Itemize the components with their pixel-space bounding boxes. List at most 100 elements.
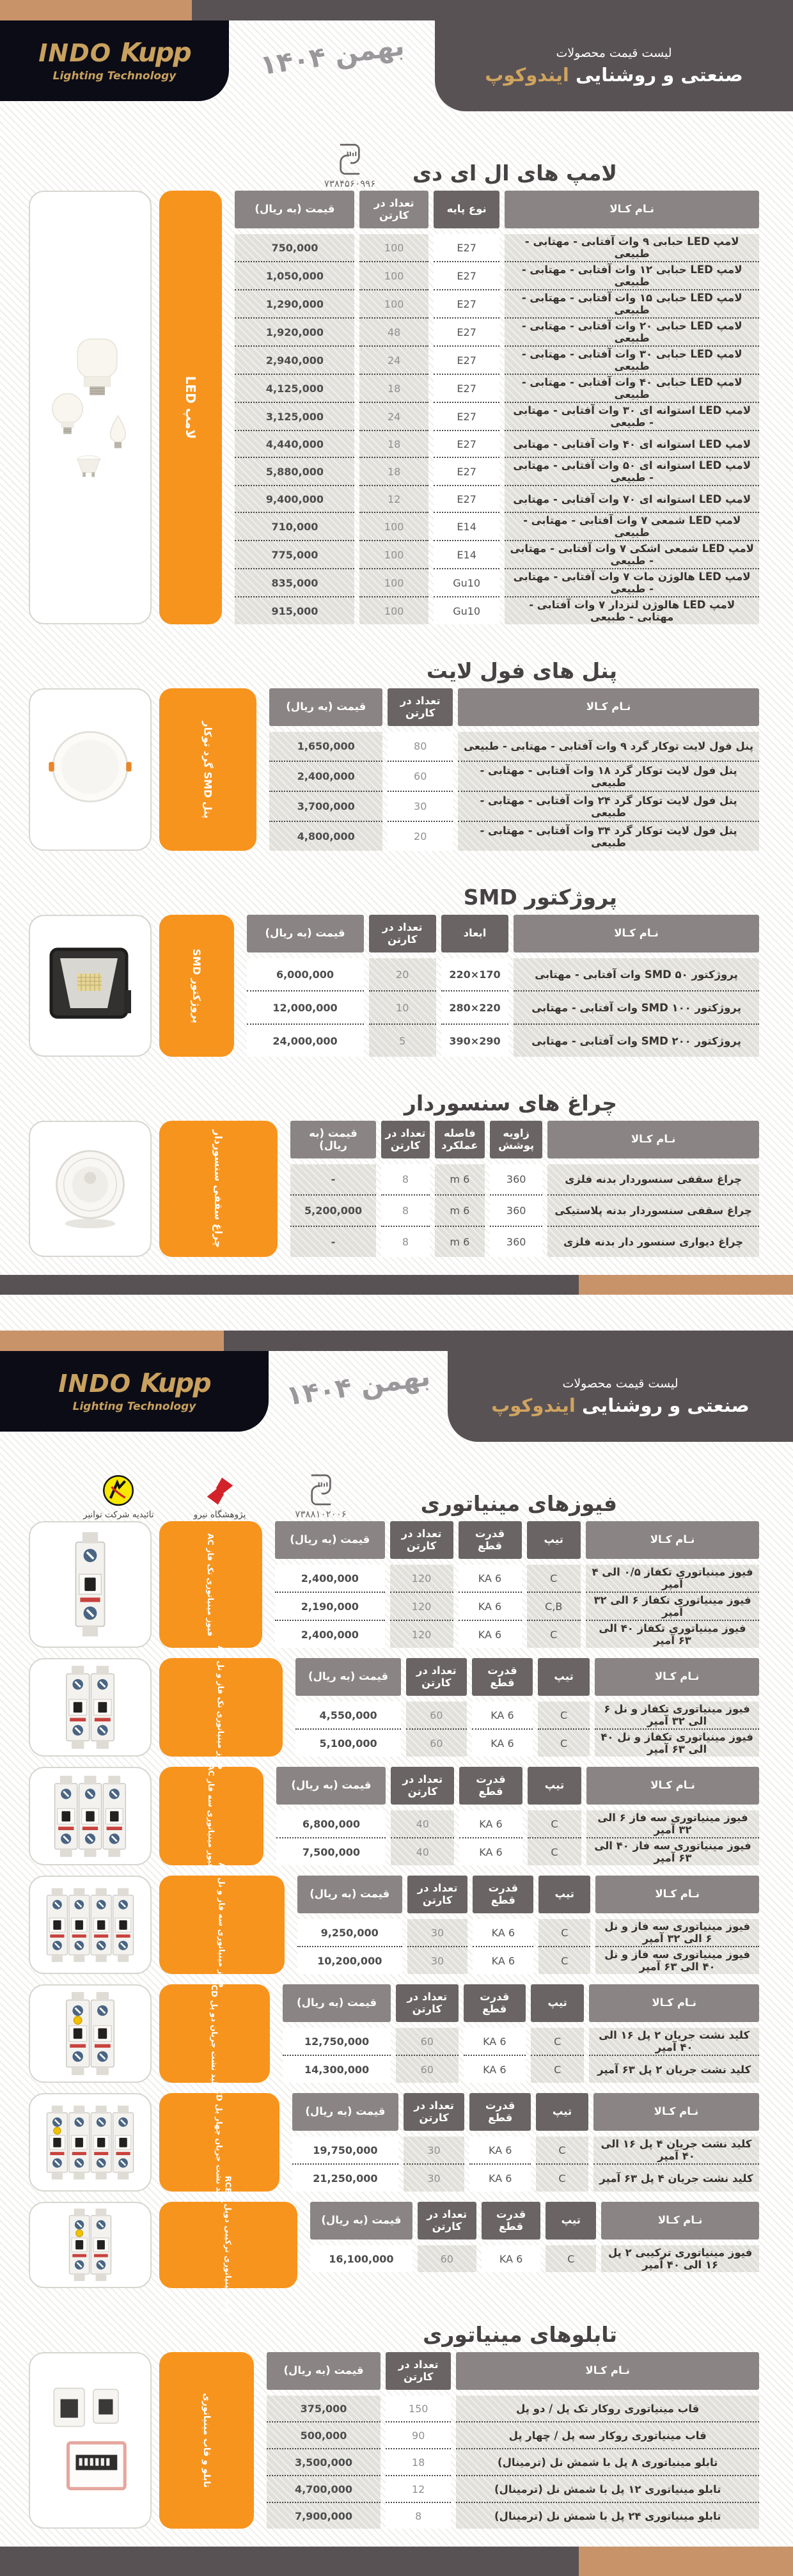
table-header-row: نـام کـالا تیپ قدرت قطع تعداد در کارتن قیمت … — [275, 1521, 759, 1559]
cell-qty: 30 — [407, 1947, 468, 1974]
table-row: لامپ LED حبابی ۹ وات آفتابی - مهتابی - ط… — [235, 234, 759, 262]
cell-qty: 30 — [403, 2137, 465, 2165]
cell-pow: 6 KA — [459, 1838, 522, 1865]
spacer-cell — [310, 2240, 412, 2245]
table-header-row: نـام کـالا تیپ قدرت قطع تعداد در کارتن قیمت … — [295, 1658, 759, 1696]
cell-qty: 30 — [407, 1919, 468, 1947]
cell-qty: 100 — [359, 541, 428, 569]
price-table: نـام کـالا ابعاد تعداد در کارتن قیمت (به ری… — [242, 915, 765, 1057]
table-row: لامپ LED هالوژن مات ۷ وات آفتابی - مهتاب… — [235, 569, 759, 597]
column-header-qty: تعداد در کارتن — [407, 1876, 468, 1913]
column-header-name: نـام کـالا — [458, 688, 759, 726]
category-tab-label: لامپ LED — [183, 375, 199, 439]
column-header-pow: قدرت قطع — [463, 1984, 526, 2022]
price-table: نـام کـالا تیپ قدرت قطع تعداد در کارتن قیمت … — [292, 1876, 764, 1974]
spacer-cell — [473, 1913, 533, 1919]
category-tab-label: کلید نشت جریان چهار پل RCD — [214, 2082, 224, 2203]
cell-pow: 6 KA — [471, 1730, 533, 1757]
section-title: تابلوهای مینیاتوری — [423, 2322, 617, 2348]
spacer-cell — [297, 1913, 402, 1919]
column-header-tip: تیپ — [527, 1767, 582, 1805]
cell-base: E27 — [433, 262, 500, 290]
column-header-tip: تیپ — [546, 2202, 597, 2240]
spacer-cell — [459, 1805, 522, 1810]
table-header-row: نـام کـالا ابعاد تعداد در کارتن قیمت (به ری… — [246, 915, 759, 952]
category-tab-label: فیوز مینیاتوری ترکیبی دوپل RCBO — [223, 2176, 233, 2314]
footer-bar-tan — [579, 1275, 793, 1295]
product-image-mcb4 — [29, 1876, 152, 1974]
category-tab-label: پروژکتور SMD — [190, 948, 203, 1023]
column-header-price: قیمت (به ریال) — [269, 688, 383, 726]
price-list-date: بهمن ۱۴۰۴ — [284, 1360, 432, 1412]
header-spacer-row — [295, 1696, 759, 1702]
category-tab: پنل SMD گرد توکار — [159, 688, 257, 851]
price-table: نـام کـالا تعداد در کارتن قیمت (به ریال) قا… — [262, 2352, 764, 2529]
cell-tip: C — [538, 1947, 591, 1974]
product-image-rcd4 — [29, 2093, 152, 2192]
spacer-cell — [458, 726, 759, 732]
cell-qty: 12 — [359, 486, 428, 513]
spacer-cell — [536, 2131, 588, 2137]
certification-badges: ۷۳۸۴۵۶۰۹۹۶ — [315, 142, 385, 189]
header-spacer-row — [269, 726, 759, 732]
cell-qty: 80 — [388, 732, 453, 762]
category-tab: لامپ LED — [159, 191, 223, 624]
cell-price: 4,700,000 — [267, 2476, 381, 2504]
cell-name: لامپ LED هالوژن لنزدار ۷ وات آفتابی - مه… — [505, 597, 759, 624]
product-image-sensor — [29, 1121, 152, 1257]
category-tab-label: کلید نشت جریان دو پل RCD — [210, 1978, 220, 2089]
brand-logo-indo: INDO — [58, 1370, 132, 1398]
spacer-cell — [386, 2390, 451, 2396]
cell-pow: 6 KA — [481, 2245, 541, 2272]
cell-qty: 24 — [359, 403, 428, 431]
cell-name: قاب مینیاتوری روکار سه پل / چهار پل — [456, 2422, 759, 2450]
table-header-row: نـام کـالا تیپ قدرت قطع تعداد در کارتن قیمت … — [297, 1876, 759, 1913]
cell-price: 9,250,000 — [297, 1919, 402, 1947]
section-title: لامپ های ال ای دی — [412, 161, 617, 186]
cell-price: 5,100,000 — [295, 1730, 401, 1757]
cell-price: 10,200,000 — [297, 1947, 402, 1974]
section-intro: پنل های فول لایت — [0, 635, 793, 688]
cell-pow: 6 KA — [471, 1702, 533, 1730]
table-row: پروژکتور SMD ۲۰۰ وات آفتابی - مهتابی 290×… — [246, 1025, 759, 1057]
category-tab-label: پنل SMD گرد توکار — [201, 720, 214, 819]
section-intro: تائیدیه شرکت توانیر پژوهشگاه نیرو ۷۳۸۸۱۰۲۰… — [0, 1446, 793, 1521]
cell-base: E27 — [433, 290, 500, 319]
cell-price: 12,750,000 — [283, 2028, 391, 2056]
price-table: نـام کـالا تیپ قدرت قطع تعداد در کارتن قیمت … — [271, 1767, 764, 1865]
cell-qty: 24 — [359, 347, 428, 375]
brand-logo-text: INDO Kupp — [38, 39, 191, 67]
cell-name: کلید نشت جریان ۲ پل ۶۳ آمپر — [589, 2056, 759, 2083]
product-table-band: نـام کـالا تیپ قدرت قطع تعداد در کارتن قیمت … — [0, 1521, 793, 1648]
product-image-panel — [29, 688, 152, 851]
column-header-name: نـام کـالا — [456, 2352, 759, 2390]
spacer-cell — [283, 2022, 391, 2028]
cell-price: 3,500,000 — [267, 2449, 381, 2477]
table-row: پروژکتور SMD ۵۰ وات آفتابی - مهتابی 170×2… — [246, 958, 759, 992]
header-spacer-row — [235, 228, 759, 234]
cell-base: Gu10 — [433, 597, 500, 624]
cell-name: لامپ LED شمعی ۷ وات آفتابی - مهتابی - طب… — [505, 513, 759, 541]
product-table-band: نـام کـالا ابعاد تعداد در کارتن قیمت (به ری… — [0, 915, 793, 1057]
column-header-name: نـام کـالا — [589, 1984, 759, 2022]
cell-name: فیوز مینیاتوری تکفاز ۰/۵ الی ۴ آمپر — [586, 1565, 759, 1593]
column-header-tip: تیپ — [538, 1876, 591, 1913]
column-header-qty: تعداد در کارتن — [381, 1121, 430, 1158]
table-header-row: نـام کـالا تیپ قدرت قطع تعداد در کارتن قیمت … — [310, 2202, 759, 2240]
spacer-cell — [593, 2131, 759, 2137]
section-title: پنل های فول لایت — [426, 658, 617, 683]
price-list-date: بهمن ۱۴۰۴ — [258, 29, 407, 81]
cell-tip: C — [527, 1810, 582, 1838]
spacer-cell — [459, 1559, 522, 1565]
price-table: نـام کـالا تیپ قدرت قطع تعداد در کارتن قیمت … — [290, 1658, 764, 1757]
brand-logo-text: INDO Kupp — [58, 1370, 211, 1398]
table-row: فیوز مینیاتوری تکفاز ۶ الی ۳۲ آمپر C,B 6 K… — [275, 1593, 759, 1621]
cell-pow: 6 KA — [469, 2137, 531, 2165]
cell-name: فیوز مینیاتوری سه فاز ۶ الی ۳۲ آمپر — [586, 1810, 759, 1838]
product-image-mcb3 — [29, 1767, 152, 1865]
cell-qty: 60 — [417, 2245, 476, 2272]
table-row: لامپ LED حبابی ۴۰ وات آفتابی - مهتابی - … — [235, 375, 759, 403]
price-table: نـام کـالا تیپ قدرت قطع تعداد در کارتن قیمت … — [305, 2202, 764, 2288]
column-header-tip: تیپ — [526, 1521, 581, 1559]
price-table-grid: نـام کـالا تیپ قدرت قطع تعداد در کارتن قیمت … — [290, 1658, 764, 1757]
